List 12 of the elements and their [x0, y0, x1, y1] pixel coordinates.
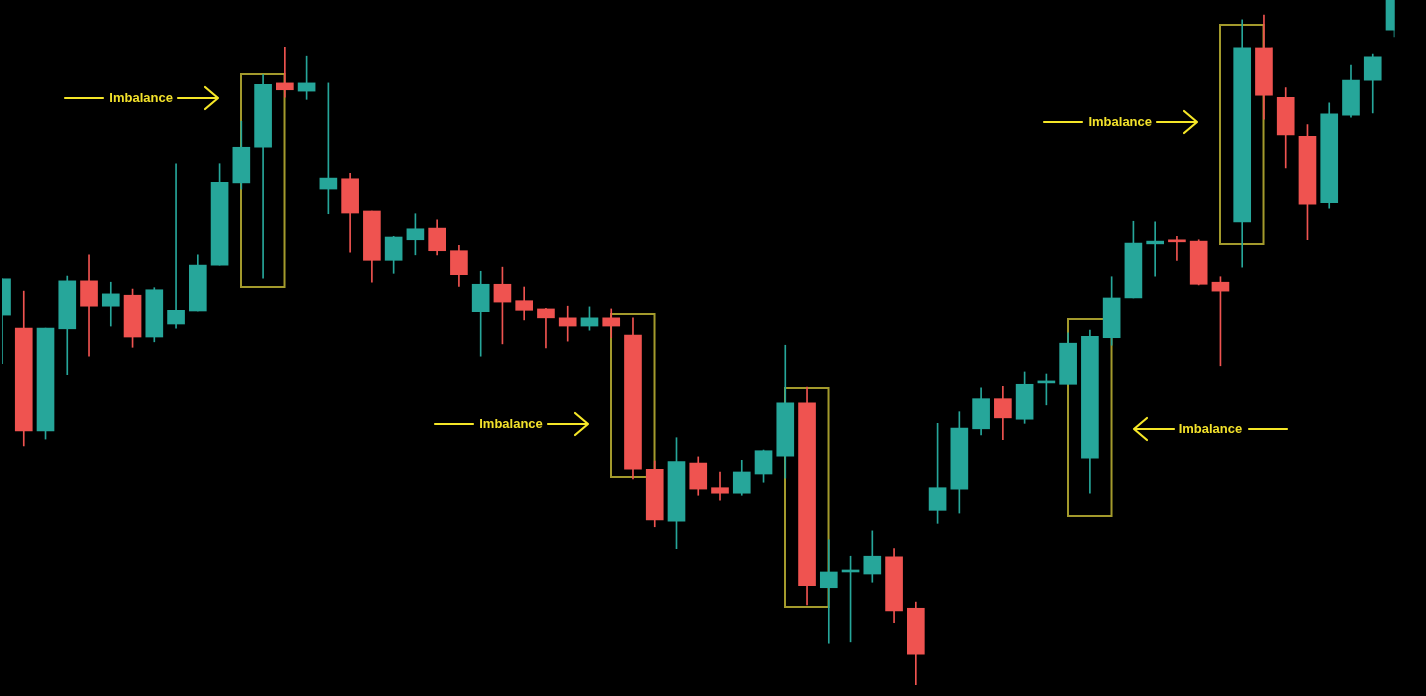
annotation: Imbalance: [479, 416, 543, 432]
annotation: Imbalance: [109, 90, 173, 106]
candlestick: [1146, 221, 1164, 277]
candlestick: [819, 539, 838, 644]
candlestick: [167, 163, 185, 329]
candlestick: [558, 305, 577, 342]
candlestick: [276, 46, 294, 98]
candlestick: [1168, 236, 1186, 261]
annotation: Imbalance: [1178, 421, 1243, 437]
candlestick: [537, 307, 555, 349]
annotation: Imbalance: [1088, 114, 1153, 130]
candlestick: [80, 254, 98, 357]
